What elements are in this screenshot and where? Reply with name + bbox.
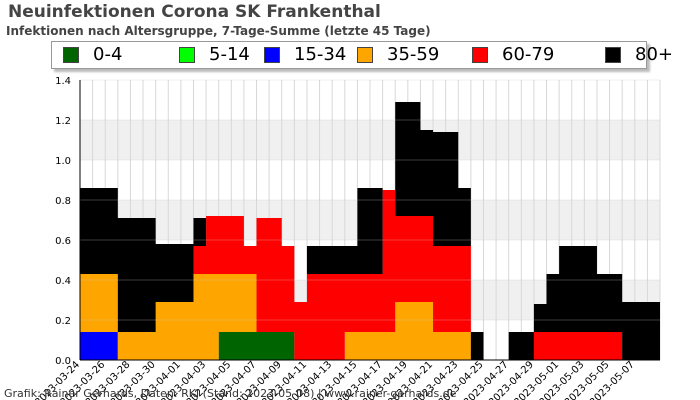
legend-label: 60-79 xyxy=(502,44,555,65)
legend-label: 5-14 xyxy=(209,44,250,65)
legend-label: 0-4 xyxy=(93,44,123,65)
y-tick-label: 1.2 xyxy=(55,116,71,127)
y-tick-label: 0.8 xyxy=(55,196,71,207)
legend-swatch xyxy=(605,47,621,63)
legend-swatch xyxy=(63,47,79,63)
legend-swatch xyxy=(179,47,195,63)
legend-swatch xyxy=(357,47,373,63)
y-tick-label: 1.0 xyxy=(55,156,71,167)
series-area-60-79 xyxy=(80,190,660,360)
y-tick-label: 0.4 xyxy=(55,276,71,287)
series-area-0-4 xyxy=(80,332,660,360)
legend-swatch xyxy=(472,47,488,63)
legend-label: 80+ xyxy=(635,44,673,65)
legend-label: 15-34 xyxy=(294,44,347,65)
chart-title: Neuinfektionen Corona SK Frankenthal xyxy=(8,2,381,22)
credit-line: Grafik: Rainer Gerhards, Daten: RKI (Sta… xyxy=(4,387,457,400)
y-tick-label: 0.2 xyxy=(55,316,71,327)
y-tick-label: 0.0 xyxy=(55,356,71,367)
series-area-35-59 xyxy=(80,274,660,360)
chart-subtitle: Infektionen nach Altersgruppe, 7-Tage-Su… xyxy=(6,24,431,38)
y-tick-label: 1.4 xyxy=(55,76,71,87)
legend-swatch xyxy=(264,47,280,63)
series-area-80+ xyxy=(80,102,660,360)
y-tick-label: 0.6 xyxy=(55,236,71,247)
legend-label: 35-59 xyxy=(387,44,440,65)
legend: 0-4 5-14 15-34 35-59 60-79 80+ xyxy=(51,41,673,69)
